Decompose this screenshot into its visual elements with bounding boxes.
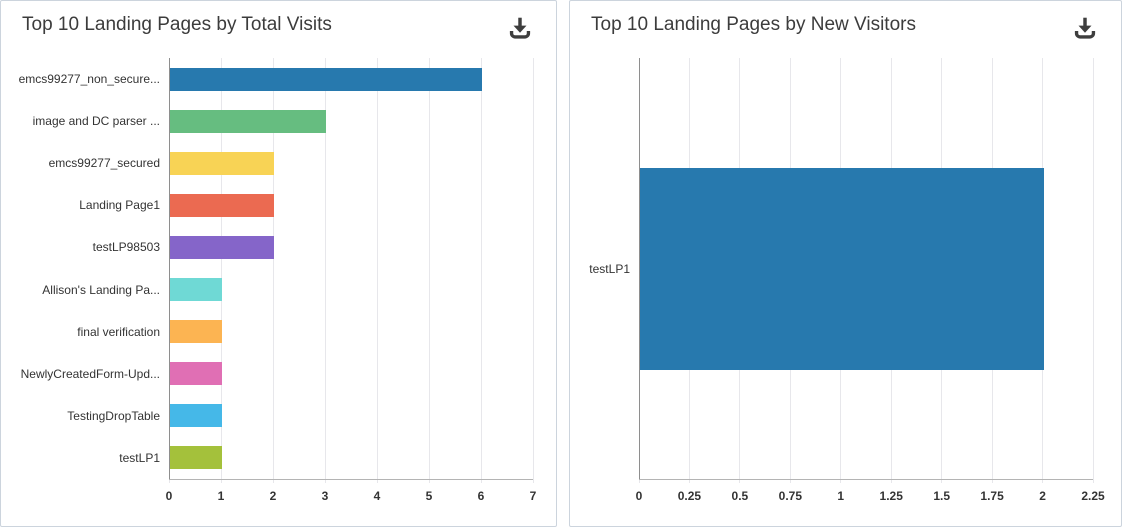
gridline (272, 58, 274, 483)
x-tick-label: 0.25 (677, 489, 702, 503)
x-tick-label: 0.75 (778, 489, 802, 503)
gridline (376, 58, 378, 483)
x-tick-label: 1.25 (879, 489, 903, 503)
x-tick-label: 6 (477, 489, 485, 503)
category-label: NewlyCreatedForm-Upd... (20, 366, 160, 381)
bar[interactable] (170, 151, 274, 175)
category-label: Landing Page1 (79, 198, 160, 213)
chart-title: Top 10 Landing Pages by Total Visits (22, 14, 332, 35)
category-label: emcs99277_non_secure... (18, 72, 160, 87)
gridline (220, 58, 222, 483)
y-axis-line (638, 58, 640, 479)
category-label: final verification (77, 324, 160, 339)
x-tick-label: 3 (321, 489, 329, 503)
download-button[interactable] (504, 13, 536, 45)
bar-chart-total-visits: 0 1 2 3 4 5 6 7 emcs99277_non_secure...image and… (1, 1, 556, 526)
x-tick-label: 4 (373, 489, 381, 503)
card-total-visits: Top 10 Landing Pages by Total Visits 0 1 2… (0, 0, 557, 527)
bar[interactable] (640, 167, 1044, 370)
chart-title: Top 10 Landing Pages by New Visitors (591, 14, 916, 35)
x-tick-label: 0 (635, 489, 643, 503)
bar[interactable] (170, 235, 274, 259)
category-label: testLP98503 (92, 240, 160, 255)
bar[interactable] (170, 404, 222, 428)
category-label: emcs99277_secured (48, 156, 160, 171)
x-tick-label: 7 (529, 489, 537, 503)
category-label: image and DC parser ... (32, 114, 160, 129)
x-tick-label: 2.25 (1081, 489, 1105, 503)
bar[interactable] (170, 362, 222, 386)
download-icon (1072, 17, 1098, 44)
x-tick-label: 5 (425, 489, 433, 503)
gridline (324, 58, 326, 483)
x-axis-line (639, 479, 1093, 480)
category-label: testLP1 (119, 450, 160, 465)
bar[interactable] (170, 193, 274, 217)
gridline (428, 58, 430, 483)
gridline (480, 58, 482, 483)
x-tick-label: 0 (165, 489, 173, 503)
bar[interactable] (170, 67, 482, 91)
bar[interactable] (170, 446, 222, 470)
card-new-visitors: Top 10 Landing Pages by New Visitors 0 0.… (569, 0, 1122, 527)
x-tick-label: 1.75 (980, 489, 1004, 503)
x-axis-line (169, 479, 533, 480)
y-axis-line (168, 58, 170, 479)
bar[interactable] (170, 278, 222, 302)
x-tick-label: 2 (1039, 489, 1046, 503)
category-label: TestingDropTable (67, 408, 160, 423)
category-label: testLP1 (589, 261, 630, 276)
download-button[interactable] (1069, 13, 1101, 45)
gridline (532, 58, 534, 483)
x-tick-label: 1 (837, 489, 845, 503)
download-icon (507, 17, 533, 44)
bar-chart-new-visitors: 0 0.25 0.5 0.75 1 1.25 1.5 1.75 2 2.25 testLP1 (570, 1, 1121, 526)
x-tick-label: 1 (217, 489, 225, 503)
x-tick-label: 1.5 (933, 489, 950, 503)
x-tick-label: 2 (269, 489, 277, 503)
bar[interactable] (170, 109, 326, 133)
bar[interactable] (170, 320, 222, 344)
gridline (1092, 58, 1094, 483)
category-label: Allison's Landing Pa... (42, 282, 160, 297)
x-tick-label: 0.5 (731, 489, 749, 503)
